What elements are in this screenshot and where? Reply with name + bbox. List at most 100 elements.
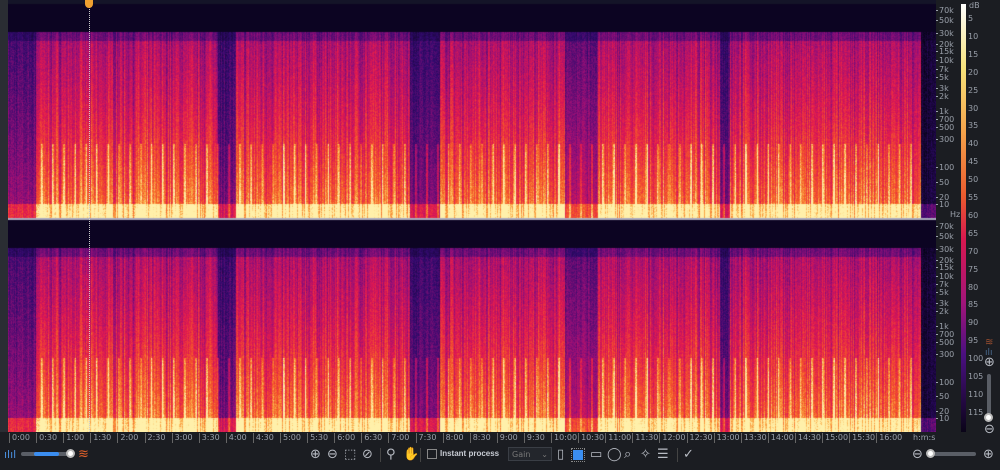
time-tick-label: 9:00 — [496, 433, 518, 443]
left-track — [0, 0, 8, 432]
zoom-in-vertical-icon[interactable]: ⊕ — [984, 355, 995, 370]
spectrogram-view[interactable] — [8, 0, 936, 432]
opacity-slider-handle[interactable] — [66, 449, 75, 458]
time-tick-label: 3:30 — [198, 433, 220, 443]
horizontal-zoom-handle[interactable] — [926, 449, 935, 458]
db-tick-label: 5 — [968, 14, 974, 23]
freq-tick-label: 70k — [936, 221, 954, 231]
freq-tick-label: 2k — [936, 92, 949, 101]
time-tick-label: 7:00 — [388, 433, 409, 443]
module-select[interactable]: Gain ⌄ — [508, 447, 552, 461]
time-axis: 0:00 0:30 1:00 1:30 2:00 2:30 3:00 3:30 4:00 4:30… — [8, 432, 936, 444]
freq-tick-label: 10k — [936, 271, 954, 281]
frequency-scale-top: 70k 50k 30k 20k 15k 10k 7k 5k 3k 2k 1k 700 500 300 100… — [935, 4, 960, 218]
lasso-icon[interactable]: ◯ — [607, 447, 622, 462]
time-tick-label: 4:00 — [225, 433, 247, 443]
magic-wand-icon[interactable]: ✧ — [640, 447, 651, 462]
freq-tick-label: 500 — [935, 337, 955, 347]
db-tick-label: 110 — [968, 389, 984, 399]
freq-tick-label: 1k — [936, 322, 949, 332]
spectrogram-icon[interactable]: ≋ — [78, 447, 89, 462]
time-tick-label: 6:00 — [334, 433, 355, 443]
zoom-selection-icon[interactable]: ⬚ — [344, 447, 357, 462]
db-tick-label: 35 — [968, 121, 979, 131]
db-unit: dB — [969, 1, 980, 10]
opacity-slider[interactable] — [21, 452, 71, 456]
time-tick-label: 3:00 — [171, 433, 193, 443]
db-tick-label: 115 — [968, 407, 984, 417]
bottom-toolbar — [0, 445, 1000, 470]
time-tick-label: 11:00 — [605, 433, 631, 443]
instant-process-checkbox[interactable] — [427, 449, 437, 459]
time-tick-label: 1:00 — [63, 433, 84, 443]
freq-tick-label: 100 — [935, 377, 955, 387]
vertical-zoom-slider[interactable] — [987, 374, 991, 418]
time-tick-label: 2:30 — [144, 433, 165, 443]
time-selection-icon[interactable]: ▯ — [557, 447, 565, 462]
time-tick-label: 6:30 — [361, 433, 382, 443]
time-tick-label: 11:30 — [632, 433, 658, 443]
playhead-cursor — [89, 0, 90, 432]
instant-process-label: Instant process — [440, 449, 500, 458]
time-tick-label: 13:00 — [713, 433, 740, 443]
chevron-down-icon: ⌄ — [541, 450, 548, 459]
waveform-icon[interactable]: ılıl — [4, 448, 17, 461]
time-tick-label: 10:00 — [551, 433, 577, 443]
playhead-marker[interactable] — [85, 0, 93, 8]
time-tick-label: 5:30 — [307, 433, 328, 443]
harmonic-select-icon[interactable]: ☰ — [657, 447, 669, 462]
time-tick-label: 15:00 — [822, 433, 848, 443]
db-tick-label: 90 — [968, 318, 979, 328]
freq-unit: Hz — [950, 210, 961, 219]
freq-tick-label: 50k — [936, 231, 954, 241]
db-tick-label: 55 — [968, 193, 979, 202]
freq-tick-label: 3k — [936, 84, 949, 93]
zoom-out-vertical-icon[interactable]: ⊖ — [984, 422, 995, 437]
freq-tick-label: 700 — [935, 115, 955, 124]
zoom-in-horizontal-icon[interactable]: ⊕ — [983, 447, 994, 462]
freq-tick-label: 10 — [935, 414, 950, 424]
zoom-fit-icon[interactable]: ⊘ — [362, 447, 373, 462]
db-tick-label: 70 — [968, 246, 979, 256]
time-tick-label: 12:30 — [686, 433, 713, 443]
freq-tick-label: 500 — [935, 123, 955, 132]
time-tick-label: 0:00 — [9, 433, 30, 443]
divider — [420, 448, 421, 462]
time-unit: h:m:s — [913, 433, 936, 442]
zoom-in-icon[interactable]: ⊕ — [310, 447, 321, 462]
module-select-value: Gain — [512, 450, 531, 459]
freq-tick-label: 15k — [936, 47, 954, 56]
db-tick-label: 20 — [968, 67, 979, 77]
brush-icon[interactable]: ⌕ — [624, 447, 632, 462]
frequency-selection-icon[interactable]: ▭ — [590, 447, 603, 462]
db-tick-label: 80 — [968, 282, 979, 292]
freq-tick-label: 10 — [935, 200, 950, 209]
db-tick-label: 95 — [968, 336, 979, 346]
db-tick-label: 75 — [968, 264, 979, 274]
time-tick-label: 1:30 — [90, 433, 111, 443]
freq-tick-label: 20 — [935, 193, 950, 202]
freq-tick-label: 300 — [935, 135, 955, 144]
zoom-out-icon[interactable]: ⊖ — [327, 447, 338, 462]
magnify-icon[interactable]: ⚲ — [386, 447, 396, 462]
horizontal-zoom-slider[interactable] — [930, 452, 976, 456]
freq-tick-label: 2k — [936, 307, 949, 317]
hand-icon[interactable]: ✋ — [403, 447, 420, 462]
freq-tick-label: 5k — [936, 73, 949, 82]
freq-tick-label: 100 — [935, 163, 955, 172]
check-icon[interactable]: ✓ — [683, 447, 694, 462]
freq-tick-label: 5k — [936, 288, 949, 298]
waveform-settings-icon[interactable]: ılı — [985, 348, 993, 358]
freq-tick-label: 15k — [936, 262, 954, 272]
freq-tick-label: 700 — [935, 329, 955, 339]
zoom-out-horizontal-icon[interactable]: ⊖ — [912, 447, 923, 462]
time-tick-label: 4:30 — [252, 433, 274, 443]
spectrogram-settings-icon[interactable]: ≋ — [985, 337, 994, 348]
time-frequency-selection-icon[interactable] — [571, 448, 585, 462]
db-tick-label: 100 — [968, 354, 984, 364]
db-tick-label: 105 — [968, 372, 984, 381]
freq-tick-label: 30k — [936, 244, 954, 254]
time-tick-label: 15:30 — [849, 433, 875, 443]
vertical-zoom-handle[interactable] — [984, 413, 993, 422]
freq-tick-label: 20k — [936, 255, 954, 265]
